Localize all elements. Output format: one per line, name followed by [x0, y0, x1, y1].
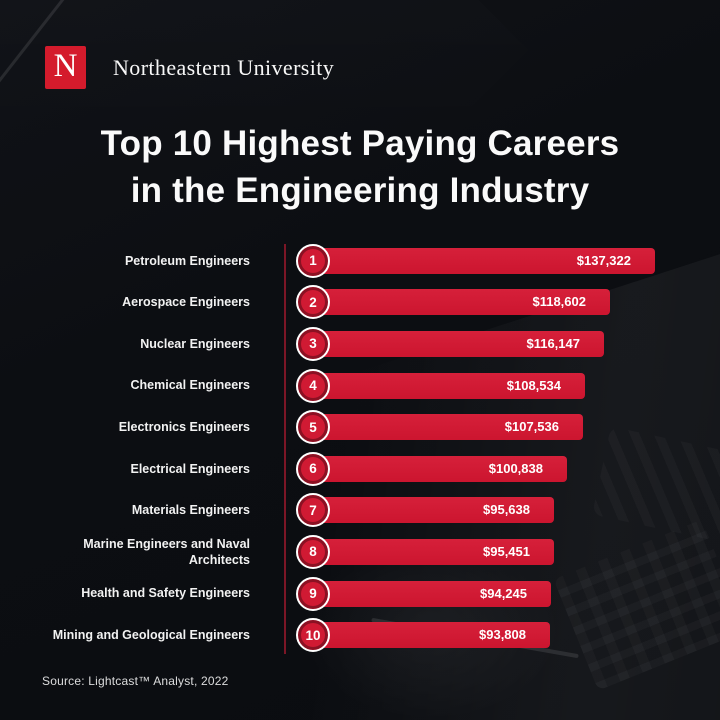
salary-bar: 3 $116,147: [296, 326, 604, 361]
bar-zone: 8 $95,451: [296, 531, 720, 573]
rank-badge: 8: [296, 534, 330, 569]
career-label: Petroleum Engineers: [124, 253, 250, 268]
salary-bar: 9 $94,245: [296, 576, 551, 611]
career-label: Marine Engineers and Naval Architects: [83, 536, 250, 567]
salary-bar: 10 $93,808: [296, 618, 550, 653]
axis-separator-line: [284, 244, 286, 654]
salary-bar: 5 $107,536: [296, 410, 583, 445]
chart-row: Marine Engineers and Naval Architects 8 …: [0, 531, 720, 573]
bar-zone: 4 $108,534: [296, 365, 720, 407]
salary-value: $100,838: [488, 460, 543, 476]
chart-row: Petroleum Engineers 1 $137,322: [0, 240, 720, 282]
source-note: Source: Lightcast™ Analyst, 2022: [42, 674, 229, 688]
chart-row: Nuclear Engineers 3 $116,147: [0, 323, 720, 365]
rank-badge: 2: [296, 285, 330, 320]
rank-badge: 7: [296, 493, 330, 528]
career-label: Aerospace Engineers: [122, 295, 250, 310]
rank-badge: 9: [296, 576, 330, 611]
rank-badge: 4: [296, 368, 330, 403]
northeastern-logo-icon: N: [45, 46, 86, 89]
rank-badge: 5: [296, 410, 330, 445]
page-title-line1: Top 10 Highest Paying Careers: [100, 124, 620, 163]
bar-zone: 10 $93,808: [296, 614, 720, 656]
salary-value: $107,536: [504, 419, 559, 435]
rank-badge: 3: [296, 326, 330, 361]
rank-badge: 10: [296, 618, 330, 653]
career-label: Health and Safety Engineers: [81, 586, 250, 601]
salary-value: $94,245: [480, 585, 527, 601]
rank-badge: 6: [296, 451, 330, 486]
salary-bar: 2 $118,602: [296, 285, 610, 320]
chart-row: Chemical Engineers 4 $108,534: [0, 365, 720, 407]
salary-bar: 7 $95,638: [296, 493, 554, 528]
salary-value: $93,808: [479, 627, 526, 643]
page-title: Top 10 Highest Paying Careers in the Eng…: [0, 120, 720, 214]
salary-value: $95,451: [483, 543, 530, 559]
career-label: Nuclear Engineers: [140, 336, 250, 351]
salary-value: $108,534: [506, 377, 561, 393]
salary-value: $137,322: [576, 252, 631, 268]
salary-bar: 1 $137,322: [296, 243, 655, 278]
header: N Northeastern University: [45, 46, 334, 89]
salary-value: $95,638: [483, 502, 530, 518]
bar-zone: 3 $116,147: [296, 323, 720, 365]
salary-value: $116,147: [526, 335, 580, 351]
salary-value: $118,602: [532, 294, 586, 310]
chart-row: Aerospace Engineers 2 $118,602: [0, 282, 720, 324]
career-label: Materials Engineers: [131, 503, 250, 518]
bar-zone: 7 $95,638: [296, 490, 720, 532]
chart-row: Health and Safety Engineers 9 $94,245: [0, 573, 720, 615]
bar-zone: 9 $94,245: [296, 573, 720, 615]
chart-row: Materials Engineers 7 $95,638: [0, 490, 720, 532]
career-label: Electronics Engineers: [118, 420, 250, 435]
page-title-line2: in the Engineering Industry: [130, 171, 590, 210]
bar-zone: 5 $107,536: [296, 406, 720, 448]
bar-zone: 6 $100,838: [296, 448, 720, 490]
chart-rows: Petroleum Engineers 1 $137,322 Aerospace…: [0, 240, 720, 656]
salary-bar: 4 $108,534: [296, 368, 585, 403]
salary-bar: 6 $100,838: [296, 451, 567, 486]
bar-zone: 1 $137,322: [296, 240, 720, 282]
career-label: Electrical Engineers: [130, 461, 250, 476]
bar-chart: Petroleum Engineers 1 $137,322 Aerospace…: [0, 240, 720, 656]
logo-letter: N: [53, 47, 78, 84]
salary-bar: 8 $95,451: [296, 534, 554, 569]
career-label: Chemical Engineers: [130, 378, 251, 393]
brand-wordmark: Northeastern University: [113, 54, 335, 80]
career-label: Mining and Geological Engineers: [52, 628, 250, 643]
chart-row: Electrical Engineers 6 $100,838: [0, 448, 720, 490]
rank-badge: 1: [296, 243, 330, 278]
bar-zone: 2 $118,602: [296, 282, 720, 324]
chart-row: Mining and Geological Engineers 10 $93,8…: [0, 614, 720, 656]
chart-row: Electronics Engineers 5 $107,536: [0, 406, 720, 448]
